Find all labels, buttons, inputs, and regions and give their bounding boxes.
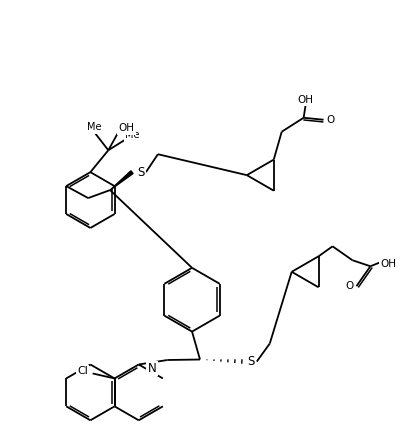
Text: OH: OH [298, 95, 314, 105]
Text: N: N [147, 362, 156, 375]
Text: S: S [137, 166, 145, 179]
Polygon shape [110, 171, 133, 190]
Text: O: O [345, 281, 353, 291]
Text: Cl: Cl [77, 366, 88, 376]
Text: Me: Me [87, 122, 102, 132]
Text: OH: OH [118, 123, 134, 133]
Text: S: S [247, 355, 255, 368]
Text: Me: Me [125, 130, 139, 140]
Text: OH: OH [380, 259, 397, 269]
Text: O: O [326, 115, 334, 125]
